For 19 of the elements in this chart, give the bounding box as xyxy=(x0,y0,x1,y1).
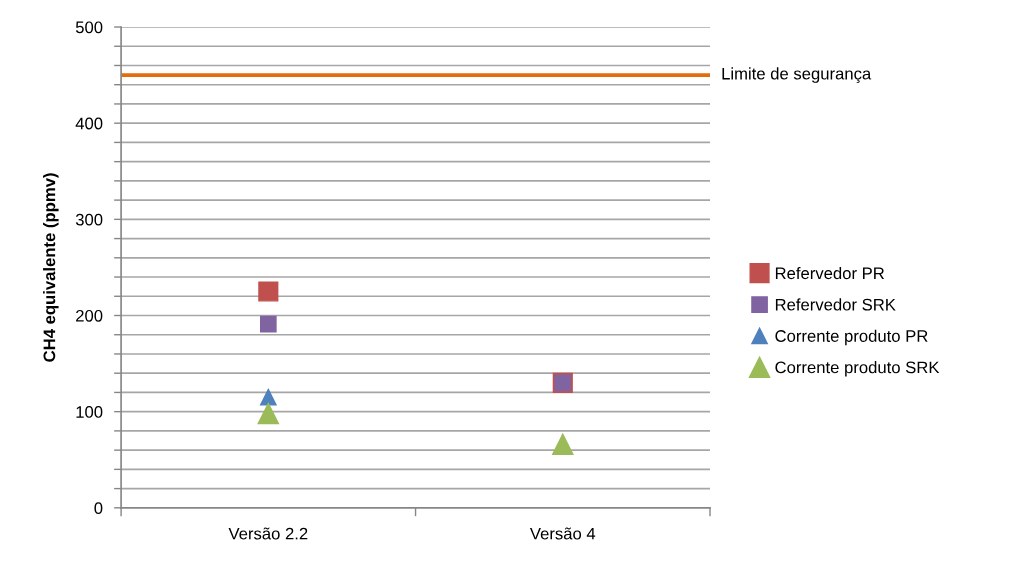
legend-label: Refervedor PR xyxy=(775,266,885,280)
y-tick-label: 0 xyxy=(94,502,103,515)
y-tick-label: 200 xyxy=(76,309,103,322)
legend-label: Refervedor SRK xyxy=(775,298,896,311)
ref-line-label: Limite de segurança xyxy=(722,67,872,83)
legend-label: Corrente produto SRK xyxy=(775,361,940,377)
point xyxy=(259,388,277,406)
point xyxy=(258,281,279,302)
x-tick-label: Versão 4 xyxy=(529,527,596,540)
point xyxy=(259,315,277,333)
point xyxy=(257,402,280,425)
y-tick-label: 100 xyxy=(76,406,103,418)
y-tick-label: 400 xyxy=(75,117,103,130)
x-tick-label: Versão 2.2 xyxy=(228,527,308,540)
legend-label: Corrente produto PR xyxy=(775,329,928,346)
y-tick-label: 300 xyxy=(75,213,103,226)
y-axis-title: CH4 equivalente (ppmv) xyxy=(43,173,59,362)
point xyxy=(552,433,574,456)
y-tick-label: 500 xyxy=(75,21,103,34)
